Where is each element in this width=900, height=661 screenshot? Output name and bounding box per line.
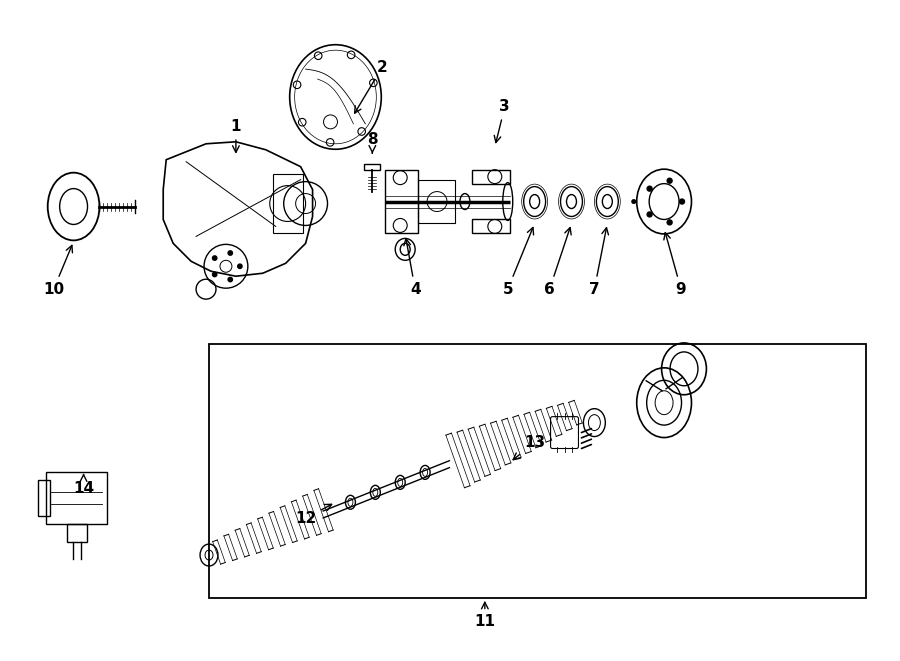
Circle shape [238, 264, 242, 268]
Bar [67, 524, 86, 542]
Bar [46, 473, 107, 524]
Text: 11: 11 [474, 602, 495, 629]
Text: 9: 9 [664, 233, 687, 297]
Circle shape [680, 199, 685, 204]
Text: 4: 4 [404, 239, 420, 297]
Circle shape [667, 178, 672, 183]
Circle shape [632, 200, 635, 204]
Text: 10: 10 [43, 245, 72, 297]
Circle shape [647, 186, 652, 191]
Bar [364, 164, 381, 170]
Text: 2: 2 [355, 59, 388, 113]
Text: 12: 12 [295, 504, 332, 525]
Circle shape [228, 278, 232, 282]
Text: 5: 5 [502, 227, 534, 297]
Circle shape [667, 220, 672, 225]
Circle shape [212, 272, 217, 277]
Text: 3: 3 [494, 99, 510, 143]
Text: 1: 1 [230, 120, 241, 153]
Text: 6: 6 [544, 227, 572, 297]
Circle shape [212, 256, 217, 260]
Text: 8: 8 [367, 132, 378, 153]
Text: 14: 14 [73, 475, 94, 496]
Circle shape [228, 251, 232, 255]
Circle shape [647, 212, 652, 217]
Bar [38, 481, 50, 516]
Bar [209, 344, 866, 598]
Text: 13: 13 [513, 435, 545, 460]
Text: 7: 7 [590, 227, 608, 297]
